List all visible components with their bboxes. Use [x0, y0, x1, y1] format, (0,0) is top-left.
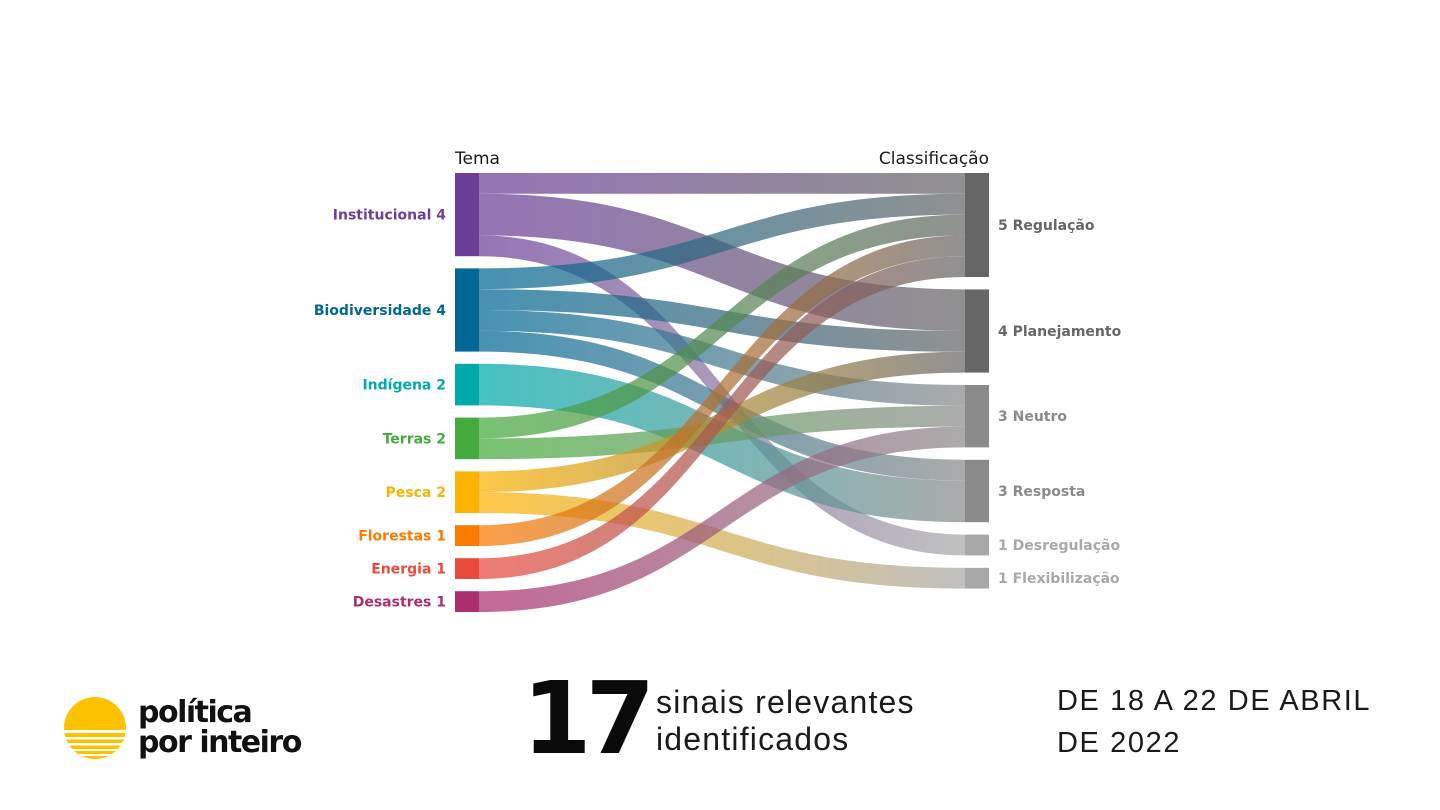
- node-terras: [455, 417, 479, 460]
- label-planejamento: 4 Planejamento: [998, 324, 1122, 340]
- node-planejamento: [965, 289, 989, 373]
- label-desregulacao: 1 Desregulação: [998, 538, 1120, 554]
- date-range-line-1: DE 18 A 22 DE ABRIL: [1057, 685, 1372, 717]
- link-pesca-to-flexibilizacao: [479, 492, 965, 589]
- node-neutro: [965, 385, 989, 448]
- signal-description-line-1: sinais relevantes: [656, 684, 915, 720]
- left-column-header: Tema: [454, 149, 500, 169]
- link-biodiversidade-to-resposta: [479, 330, 965, 481]
- label-flexibilizacao: 1 Flexibilização: [998, 571, 1120, 587]
- link-florestas-to-regulacao: [479, 235, 965, 546]
- node-energia: [455, 558, 479, 579]
- node-desastres: [455, 591, 479, 612]
- brand-line-1: política: [138, 695, 253, 730]
- date-range: DE 18 A 22 DE ABRIL DE 2022: [1057, 680, 1371, 764]
- label-neutro: 3 Neutro: [998, 409, 1067, 425]
- brand-line-2: por inteiro: [138, 725, 302, 760]
- label-florestas: Florestas 1: [358, 529, 446, 545]
- node-desregulacao: [965, 534, 989, 556]
- node-labels: Institucional 4 Biodiversidade 4 Indígena …: [314, 208, 1122, 611]
- flow-links: [479, 173, 965, 612]
- label-regulacao: 5 Regulação: [998, 218, 1095, 234]
- link-energia-to-regulacao: [479, 256, 965, 579]
- node-flexibilizacao: [965, 567, 989, 589]
- right-column-header: Classificação: [879, 149, 989, 169]
- sankey-diagram: Tema Classificação Institucional 4 Biodiv…: [314, 149, 1122, 612]
- label-institucional: Institucional 4: [333, 208, 446, 224]
- node-institucional: [455, 173, 479, 257]
- link-desastres-to-neutro: [479, 426, 965, 612]
- link-terras-to-neutro: [479, 405, 965, 460]
- signal-description: sinais relevantes identificados: [656, 684, 915, 758]
- brand-logo: política por inteiro: [64, 695, 302, 760]
- node-biodiversidade: [455, 268, 479, 352]
- label-resposta: 3 Resposta: [998, 484, 1085, 500]
- label-desastres: Desastres 1: [353, 595, 446, 611]
- flow-nodes: [455, 173, 989, 612]
- label-pesca: Pesca 2: [386, 485, 446, 501]
- signal-description-line-2: identificados: [656, 721, 850, 757]
- brand-wordmark: política por inteiro: [138, 695, 302, 760]
- node-indigena: [455, 363, 479, 406]
- sun-logo-icon: [64, 697, 126, 759]
- label-indigena: Indígena 2: [362, 378, 446, 394]
- label-biodiversidade: Biodiversidade 4: [314, 303, 446, 319]
- link-institucional-to-regulacao: [479, 173, 965, 194]
- date-range-line-2: DE 2022: [1057, 727, 1182, 759]
- node-resposta: [965, 459, 989, 523]
- label-energia: Energia 1: [371, 562, 446, 578]
- node-pesca: [455, 471, 479, 513]
- link-biodiversidade-to-regulacao: [479, 193, 965, 290]
- signal-count: 17: [522, 660, 655, 777]
- link-terras-to-regulacao: [479, 214, 965, 439]
- node-regulacao: [965, 173, 989, 277]
- label-terras: Terras 2: [383, 431, 446, 447]
- node-florestas: [455, 525, 479, 546]
